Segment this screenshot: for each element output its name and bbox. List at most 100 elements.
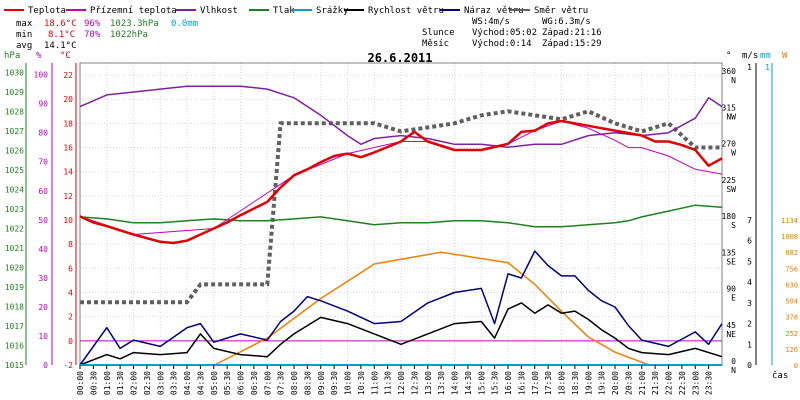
axis-hpa-tick: 1021 (5, 244, 24, 253)
axes: hPa% °C1015101610171018101910201021102210… (4, 51, 798, 375)
axis-pct-tick: 80 (38, 129, 48, 138)
axis-dir-compass: E (731, 294, 736, 303)
legend-label-precipitation: Srážky (316, 6, 349, 16)
x-tick-label: 18:00 (558, 371, 567, 395)
stat-max-rain: 0.0mm (171, 19, 198, 29)
axis-temp-tick: 20 (63, 95, 73, 104)
x-tick-label: 04:30 (196, 371, 205, 395)
series-humidity (79, 85, 723, 148)
axis-dir-compass: NE (726, 330, 736, 339)
axis-dir-unit: ° (726, 51, 731, 61)
axis-pct-tick: 50 (38, 216, 48, 225)
axis-dir-compass: SE (726, 257, 736, 266)
x-tick-label: 16:00 (504, 371, 513, 395)
axis-pct-tick: 100 (34, 71, 49, 80)
x-tick-label: 06:30 (250, 371, 259, 395)
axis-temp-tick: 2 (68, 313, 73, 322)
axis-ms-tick: 6 (747, 237, 752, 246)
axis-w-tick: 126 (785, 346, 798, 354)
x-tick-label: 11:30 (384, 371, 393, 395)
x-tick-label: 06:00 (237, 371, 246, 395)
x-tick-label: 02:30 (143, 371, 152, 395)
x-tick-label: 07:30 (277, 371, 286, 395)
axis-w-tick: 882 (785, 249, 798, 257)
x-tick-label: 04:00 (183, 371, 192, 395)
axis-temp-unit: °C (60, 51, 71, 61)
legend-label-temperature: Teplota (28, 6, 66, 16)
x-tick-label: 13:30 (437, 371, 446, 395)
legend-label-pressure: Tlak (273, 6, 295, 16)
axis-pct-unit: % (36, 51, 42, 61)
legend-label-wind_direction: Směr větru (534, 6, 588, 16)
axis-hpa-tick: 1023 (5, 205, 24, 214)
series-temperature (79, 119, 723, 245)
axis-w-tick: 504 (785, 298, 798, 306)
axis-w-tick: 1008 (781, 233, 798, 241)
series-pressure (79, 204, 723, 228)
axis-dir-compass: S (731, 221, 736, 230)
stat-min-temp: 8.1°C (48, 30, 75, 40)
axis-dir-tick: 45 (726, 321, 736, 330)
stats-block: max 18.6°C 96% 1023.3hPa 0.0mm min 8.1°C… (16, 19, 198, 51)
x-tick-label: 12:00 (397, 371, 406, 395)
x-tick-label: 21:30 (651, 371, 660, 395)
x-axis: 00:00 00:30 01:00 01:30 02:00 02:30 03:00 03:30… (76, 365, 714, 395)
x-tick-label: 15:00 (477, 371, 486, 395)
axis-w-tick: 378 (785, 314, 798, 322)
axis-ms-tick: 3 (747, 299, 752, 308)
axis-hpa-tick: 1027 (5, 127, 24, 136)
series-wind-gust (79, 250, 723, 366)
x-tick-label: 09:30 (330, 371, 339, 395)
x-tick-label: 13:00 (424, 371, 433, 395)
x-tick-label: 00:00 (76, 371, 85, 395)
axis-hpa-tick: 1016 (5, 342, 24, 351)
legend-label-wind_speed: Rychlost větru (368, 6, 444, 16)
axis-temp-tick: 18 (63, 119, 73, 128)
axis-hpa-tick: 1028 (5, 108, 24, 117)
moonset: Západ:15:29 (542, 39, 602, 49)
axis-temp-tick: 8 (68, 240, 73, 249)
x-tick-label: 17:30 (544, 371, 553, 395)
axis-temp-tick: -2 (63, 361, 73, 370)
x-tick-label: 23:30 (705, 371, 714, 395)
axis-hpa-tick: 1017 (5, 322, 24, 331)
stat-max-temp: 18.6°C (44, 19, 77, 29)
axis-w-tick: 756 (785, 265, 798, 273)
x-tick-label: 05:00 (210, 371, 219, 395)
legend-label-dew_temperature: Přízemní teplota (90, 6, 177, 16)
stat-max-hum: 96% (84, 19, 101, 29)
stat-max-press: 1023.3hPa (110, 19, 159, 29)
legend-label-wind_gust: Náraz větru (464, 6, 524, 16)
axis-dir-compass: NW (726, 112, 736, 121)
axis-dir-tick: 315 (722, 103, 737, 112)
axis-dir-tick: 90 (726, 285, 736, 294)
series-sun (214, 251, 650, 366)
x-tick-label: 03:30 (170, 371, 179, 395)
axis-dir-tick: 0 (731, 357, 736, 366)
axis-dir-compass: N (731, 366, 736, 375)
x-tick-label: 23:00 (691, 371, 700, 395)
x-tick-label: 01:30 (116, 371, 125, 395)
x-tick-label: 19:30 (598, 371, 607, 395)
sunset: Západ:21:16 (542, 28, 602, 38)
x-tick-label: 09:00 (317, 371, 326, 395)
axis-hpa-tick: 1025 (5, 166, 24, 175)
axis-ms-tick: 1 (747, 340, 752, 349)
axis-hpa-tick: 1029 (5, 88, 24, 97)
x-tick-label: 03:00 (156, 371, 165, 395)
axis-w-tick: 0 (794, 362, 798, 370)
x-tick-label: 11:00 (370, 371, 379, 395)
axis-w-unit: W (782, 51, 788, 61)
x-tick-label: 20:00 (611, 371, 620, 395)
axis-pct-tick: 10 (38, 332, 48, 341)
axis-dir-compass: SW (726, 185, 736, 194)
axis-hpa-tick: 1019 (5, 283, 24, 292)
axis-temp-tick: 16 (63, 144, 73, 153)
legend-label-humidity: Vlhkost (200, 6, 238, 16)
x-tick-label: 08:30 (303, 371, 312, 395)
axis-ms-tick: 0 (747, 361, 752, 370)
sunrise: Východ:05:02 (472, 28, 537, 38)
axis-hpa-tick: 1022 (5, 225, 24, 234)
x-tick-label: 01:00 (103, 371, 112, 395)
